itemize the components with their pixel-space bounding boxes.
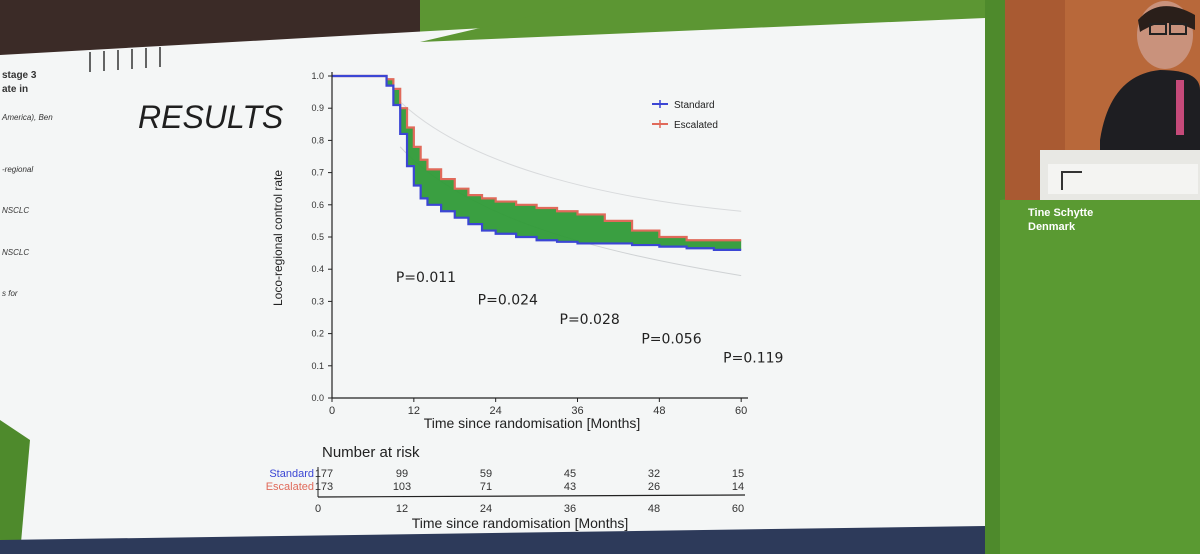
cropped-text-line: stage 3 — [2, 70, 37, 81]
risk-count: 71 — [480, 481, 492, 493]
speaker-name: Tine Schytte — [1028, 207, 1093, 219]
risk-row-label: Escalated — [266, 481, 314, 493]
slide-top-accent — [420, 0, 985, 42]
x-tick-label: 0 — [329, 405, 335, 417]
slide-bottom-bar — [0, 526, 985, 554]
difference-area — [332, 76, 742, 250]
risk-time-label: 60 — [732, 503, 744, 515]
x-tick-label: 12 — [408, 405, 420, 417]
risk-count: 45 — [564, 468, 576, 480]
cropped-text-line: NSCLC — [2, 248, 29, 257]
page-title: RESULTS — [138, 99, 283, 135]
legend: Standard Escalated — [652, 100, 718, 131]
legend-label: Standard — [674, 100, 715, 111]
cropped-text-line: America), Ben — [1, 113, 53, 122]
chart-axes — [331, 72, 748, 399]
speaker-figure — [1100, 1, 1200, 160]
series-line-escalated — [332, 74, 742, 242]
y-tick-label: 0.0 — [311, 393, 324, 403]
x-axis-label: Time since randomisation [Months] — [424, 415, 641, 431]
cropped-text-line: NSCLC — [2, 206, 29, 215]
x-tick-label: 24 — [490, 405, 502, 417]
risk-count: 43 — [564, 481, 576, 493]
slide-top-marks — [89, 47, 161, 72]
cropped-text-line: ate in — [2, 84, 28, 95]
series-line-standard — [332, 74, 742, 251]
y-tick-label: 0.7 — [311, 168, 324, 178]
slide — [0, 0, 985, 554]
side-panel — [1000, 180, 1200, 554]
risk-table: Number at risk Standard 177 99 59 45 32 15 Esca… — [266, 444, 746, 531]
risk-time-label: 0 — [315, 503, 321, 515]
y-tick-label: 0.6 — [311, 200, 324, 210]
risk-time-label: 36 — [564, 503, 576, 515]
risk-row-label: Standard — [269, 468, 314, 480]
slide-bottom-left-accent — [0, 420, 30, 554]
risk-count: 59 — [480, 468, 492, 480]
y-tick-label: 0.5 — [311, 232, 324, 242]
speaker-country: Denmark — [1028, 221, 1076, 233]
x-tick-label: 48 — [653, 405, 665, 417]
y-tick-label: 0.2 — [311, 329, 324, 339]
risk-time-label: 24 — [480, 503, 492, 515]
lectern — [1040, 150, 1200, 200]
y-tick-label: 0.9 — [311, 103, 324, 113]
p-value-label: P=0.119 — [723, 351, 783, 367]
risk-count: 26 — [648, 481, 660, 493]
p-value-label: P=0.028 — [560, 312, 620, 328]
risk-count: 14 — [732, 481, 744, 493]
risk-time-label: 48 — [648, 503, 660, 515]
risk-count: 177 — [315, 468, 333, 480]
y-tick-label: 0.1 — [311, 361, 324, 371]
x-tick-label: 36 — [571, 405, 583, 417]
cropped-text-line: -regional — [2, 165, 33, 174]
risk-x-axis-label: Time since randomisation [Months] — [412, 515, 629, 531]
p-value-label: P=0.024 — [478, 293, 538, 309]
y-axis: 0.0 0.1 0.2 0.3 0.4 0.5 0.6 0.7 0.8 0.9 1.0 — [311, 71, 332, 403]
risk-axis — [317, 494, 746, 498]
km-chart: 0.0 0.1 0.2 0.3 0.4 0.5 0.6 0.7 0.8 0.9 1.0 0 12 24 3… — [271, 71, 783, 431]
x-tick-label: 60 — [735, 405, 747, 417]
risk-count: 103 — [393, 481, 411, 493]
risk-time-label: 12 — [396, 503, 408, 515]
p-value-label: P=0.056 — [641, 331, 701, 347]
p-value-annotations: P=0.011 P=0.024 P=0.028 P=0.056 P=0.119 — [396, 270, 784, 367]
risk-count: 32 — [648, 468, 660, 480]
risk-count: 15 — [732, 468, 744, 480]
risk-count: 173 — [315, 481, 333, 493]
confidence-band-upper — [399, 101, 742, 212]
y-tick-label: 0.8 — [311, 135, 324, 145]
y-axis-label: Loco-regional control rate — [271, 170, 285, 306]
y-tick-label: 0.3 — [311, 296, 324, 306]
cropped-left-text: stage 3 ate in America), Ben -regional NSCLC… — [1, 70, 53, 298]
y-tick-label: 1.0 — [311, 71, 324, 81]
cropped-text-line: s for — [2, 289, 18, 298]
risk-table-title: Number at risk — [322, 444, 420, 461]
legend-label: Escalated — [674, 120, 718, 131]
p-value-label: P=0.011 — [396, 270, 456, 286]
y-tick-label: 0.4 — [311, 264, 324, 274]
x-axis: 0 12 24 36 48 60 — [329, 398, 747, 417]
risk-count: 99 — [396, 468, 408, 480]
